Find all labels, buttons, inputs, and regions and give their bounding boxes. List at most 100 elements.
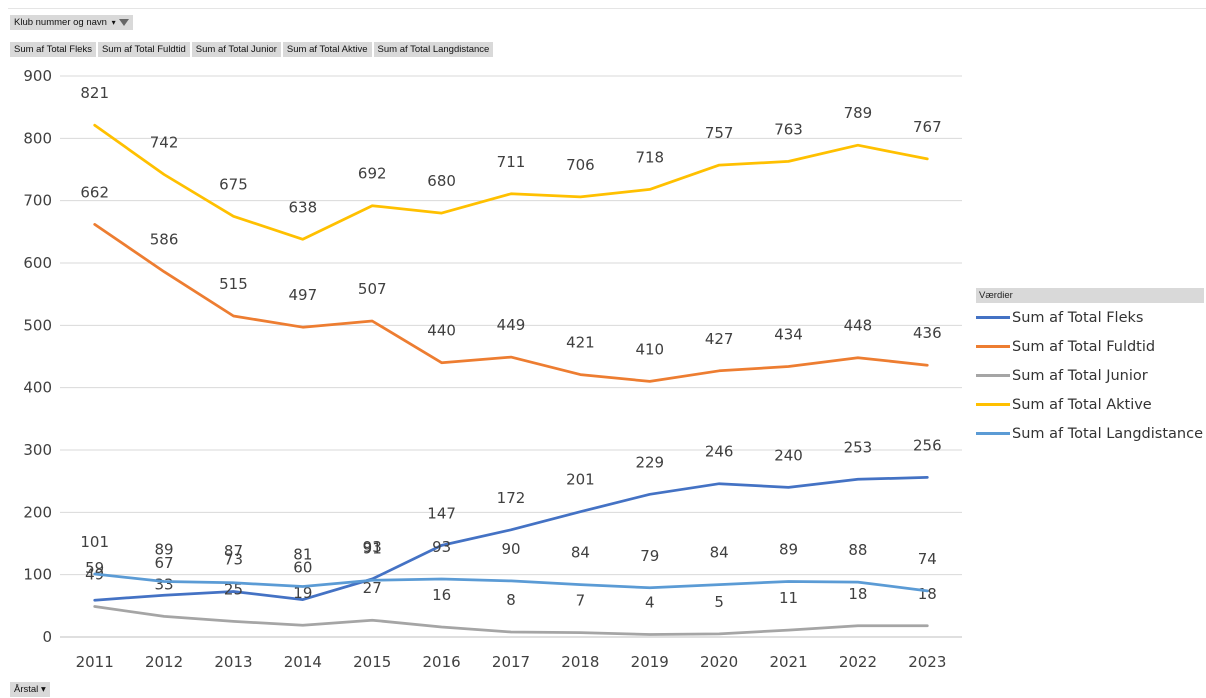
data-label: 767	[913, 118, 942, 136]
data-label: 4	[645, 594, 655, 612]
legend: Værdier Sum af Total Fleks Sum af Total …	[976, 288, 1204, 448]
data-label: 692	[358, 165, 387, 183]
data-label: 73	[224, 550, 243, 568]
data-label: 497	[289, 286, 318, 304]
data-label: 718	[635, 148, 664, 166]
data-label: 711	[497, 153, 526, 171]
y-tick-label: 700	[23, 192, 52, 210]
data-label: 448	[844, 317, 873, 335]
value-field-buttons: Sum af Total Fleks Sum af Total Fuldtid …	[10, 42, 494, 57]
data-label: 586	[150, 231, 179, 249]
x-tick-label: 2021	[769, 653, 807, 671]
data-label: 436	[913, 324, 942, 342]
legend-swatch	[976, 316, 1010, 319]
data-label: 67	[155, 554, 174, 572]
data-label: 89	[779, 541, 798, 559]
data-label: 84	[710, 544, 729, 562]
legend-swatch	[976, 432, 1010, 435]
data-label: 515	[219, 275, 248, 293]
data-label: 449	[497, 316, 526, 334]
data-label: 8	[506, 591, 516, 609]
data-label: 421	[566, 334, 595, 352]
data-label: 410	[635, 340, 664, 358]
legend-label: Sum af Total Fleks	[1012, 309, 1144, 326]
data-label: 19	[293, 584, 312, 602]
x-tick-label: 2014	[284, 653, 322, 671]
x-tick-label: 2012	[145, 653, 183, 671]
value-button-fuldtid[interactable]: Sum af Total Fuldtid	[97, 42, 190, 57]
filter-field-button[interactable]: Klub nummer og navn ▾	[10, 15, 134, 30]
legend-swatch	[976, 345, 1010, 348]
y-tick-label: 400	[23, 379, 52, 397]
data-label: 427	[705, 330, 734, 348]
x-tick-label: 2017	[492, 653, 530, 671]
data-label: 434	[774, 325, 803, 343]
legend-item-fleks: Sum af Total Fleks	[976, 303, 1204, 332]
data-label: 147	[427, 504, 456, 522]
data-label: 821	[80, 84, 109, 102]
legend-item-aktive: Sum af Total Aktive	[976, 390, 1204, 419]
data-label: 81	[293, 546, 312, 564]
data-label: 27	[363, 579, 382, 597]
x-tick-label: 2011	[76, 653, 114, 671]
legend-label: Sum af Total Fuldtid	[1012, 338, 1156, 355]
data-label: 240	[774, 446, 803, 464]
y-tick-label: 100	[23, 566, 52, 584]
value-button-langdistance[interactable]: Sum af Total Langdistance	[373, 42, 494, 57]
data-label: 757	[705, 124, 734, 142]
axis-field-label: Årstal	[14, 684, 39, 695]
value-button-junior[interactable]: Sum af Total Junior	[191, 42, 281, 57]
data-label: 246	[705, 443, 734, 461]
dropdown-arrow-icon[interactable]: ▾	[111, 18, 116, 27]
data-label: 25	[224, 580, 243, 598]
data-label: 789	[844, 104, 873, 122]
data-label: 88	[848, 541, 867, 559]
value-button-aktive[interactable]: Sum af Total Aktive	[282, 42, 372, 57]
data-label: 59	[85, 559, 104, 577]
data-label: 507	[358, 280, 387, 298]
series-line	[93, 476, 929, 602]
data-label: 201	[566, 471, 595, 489]
legend-title[interactable]: Værdier	[976, 288, 1204, 303]
series-line	[93, 572, 929, 593]
data-label: 18	[848, 585, 867, 603]
data-label: 662	[80, 183, 109, 201]
data-label: 256	[913, 436, 942, 454]
data-label: 7	[576, 592, 586, 610]
data-label: 638	[289, 198, 318, 216]
x-tick-label: 2022	[839, 653, 877, 671]
data-label: 706	[566, 156, 595, 174]
y-tick-label: 600	[23, 254, 52, 272]
value-button-fleks[interactable]: Sum af Total Fleks	[10, 42, 96, 57]
data-label: 763	[774, 120, 803, 138]
series-line	[93, 123, 929, 241]
data-label: 87	[224, 542, 243, 560]
data-label: 90	[501, 540, 520, 558]
legend-label: Sum af Total Junior	[1012, 367, 1148, 384]
data-label: 229	[635, 453, 664, 471]
legend-item-junior: Sum af Total Junior	[976, 361, 1204, 390]
data-label: 172	[497, 489, 526, 507]
data-label: 253	[844, 438, 873, 456]
x-tick-label: 2023	[908, 653, 946, 671]
data-label: 18	[918, 585, 937, 603]
axis-field-button[interactable]: Årstal ▾	[10, 682, 50, 697]
legend-item-fuldtid: Sum af Total Fuldtid	[976, 332, 1204, 361]
data-label: 11	[779, 589, 798, 607]
y-tick-label: 800	[23, 129, 52, 147]
series-line	[93, 223, 929, 383]
data-label: 91	[363, 539, 382, 557]
x-tick-label: 2013	[214, 653, 252, 671]
legend-label: Sum af Total Langdistance	[1012, 425, 1203, 442]
dropdown-arrow-icon[interactable]: ▾	[40, 684, 46, 695]
funnel-filter-icon	[119, 18, 130, 26]
x-tick-label: 2020	[700, 653, 738, 671]
series-line	[93, 605, 929, 636]
data-label: 93	[363, 538, 382, 556]
x-tick-label: 2019	[631, 653, 669, 671]
legend-item-langdistance: Sum af Total Langdistance	[976, 419, 1204, 448]
data-label: 680	[427, 172, 456, 190]
top-border	[8, 8, 1206, 9]
data-label: 60	[293, 559, 312, 577]
